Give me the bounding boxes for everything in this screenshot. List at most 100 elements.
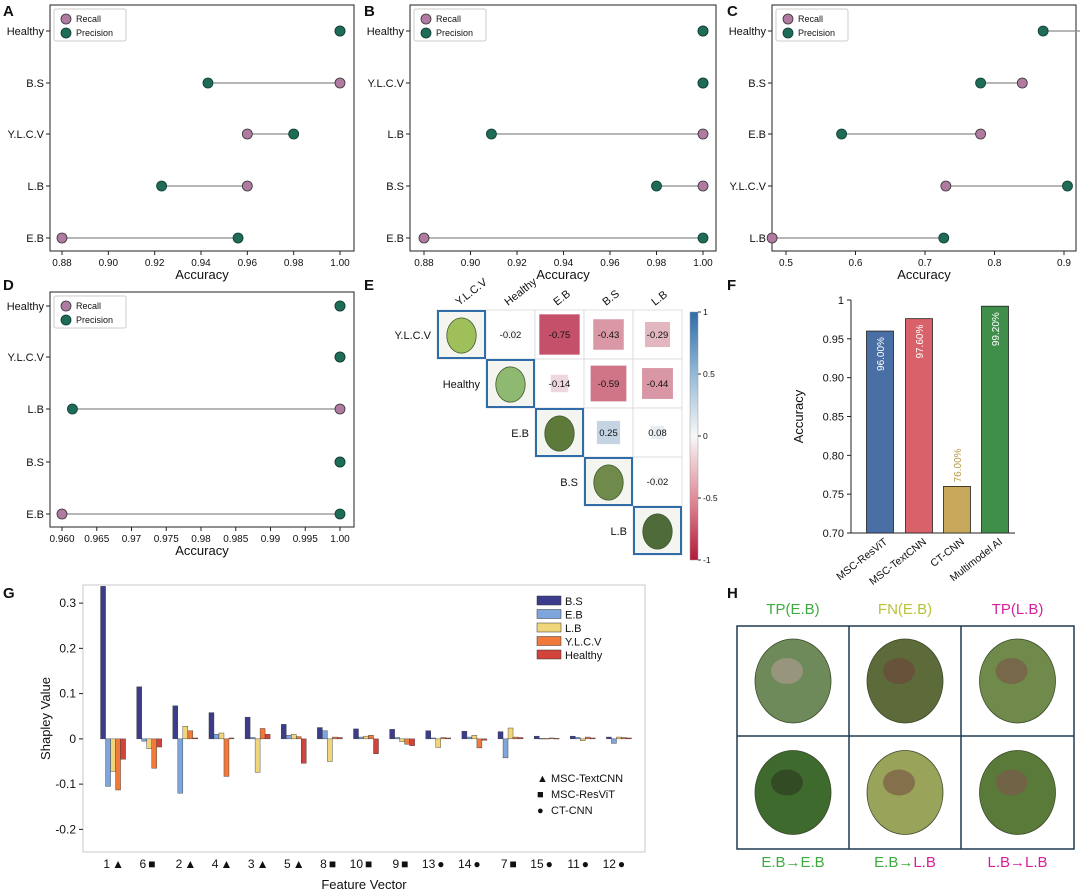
x-tick-label: 0.975 [154,534,179,545]
legend-label: E.B [565,610,583,622]
bar-lb [291,734,297,740]
x-tick-label: 0.96 [238,258,258,269]
y-tick-label: 0.2 [59,641,76,655]
bar-lb [507,727,514,740]
y-tick-label: 0.90 [823,373,844,385]
bar-lb [580,738,586,741]
recall-point [241,128,253,140]
x-tick-marker: ■ [401,857,408,871]
bar-healthy [264,734,271,740]
bar-ylcv [440,737,446,740]
recall-point [418,232,430,244]
panel-e-heatmap: Y.L.C.V Y.L.C.V Healthy Healthy E.B E.B B.S B.S… [395,276,718,565]
y-tick-label: 0.80 [823,450,844,462]
recall-point [241,180,253,192]
recall-point [56,232,68,244]
bar-ylcv [115,738,121,791]
bottom-label-a: E.B [761,854,785,871]
legend-recall-marker [420,13,432,25]
x-tick-label: 0.7 [918,258,932,269]
legend-recall-label: Recall [76,14,101,24]
x-tick-marker: ● [473,857,480,871]
precision-point [486,128,497,140]
panel-letter-c: C [727,3,738,20]
legend-label: Y.L.C.V [565,637,602,649]
bar-eb [286,735,292,740]
leaf-image [544,415,575,452]
recall-point [766,232,778,244]
bar-eb [213,734,220,740]
x-tick-label: 7 [501,857,508,871]
recall-point [975,128,986,140]
bottom-label: E.B→L.B [874,854,936,871]
x-tick-label: 1 [103,857,110,871]
x-tick-label: 0.99 [261,534,281,545]
y-tick-label: E.B [26,233,44,245]
bottom-label-b: E.B [801,854,825,871]
heatmap-cell [642,368,673,399]
recall-point [334,403,346,415]
y-tick-label: Y.L.C.V [8,129,45,141]
bar-healthy [373,738,379,754]
bar-lb [254,738,261,773]
bar [981,305,1009,534]
recall-point [940,180,952,192]
bar-eb [538,738,545,740]
heatmap-value: -0.44 [647,379,669,390]
y-tick-label: Y.L.C.V [730,181,767,193]
y-tick-label: L.B [27,181,44,193]
leaf-image [495,366,526,403]
x-tick-label: 0.9 [1057,258,1071,269]
bar-healthy [192,737,199,740]
colorbar-tick-label: 0 [703,431,708,441]
bar-healthy [626,737,632,740]
bar [943,485,971,534]
marker-legend-symbol: ■ [537,789,544,801]
bar-lb [616,736,622,740]
panel-f-bar-chart: 0.700.750.800.850.900.951Accuracy96.00%M… [791,295,1015,588]
bar-healthy [481,738,488,741]
bottom-label-a: E.B [874,854,898,871]
legend-swatch [536,609,562,619]
heatmap-value: -0.75 [549,330,571,341]
y-tick-label: 0 [69,732,76,746]
heatmap-cell [652,476,663,487]
y-tick-label: -0.2 [55,822,76,836]
marker-legend-symbol: ▲ [537,773,548,785]
bar-value-label: 76.00% [953,448,964,482]
bar-healthy [301,738,307,764]
heatmap-cell [593,319,624,350]
heatmap-cell [505,329,516,340]
x-tick-label: 0.96 [600,258,620,269]
y-tick-label: B.S [748,78,766,90]
bottom-label-a: L.B [987,854,1010,871]
recall-point [697,128,709,140]
x-tick-label: 0.985 [223,534,248,545]
bar-eb [394,737,400,740]
bar-bs [461,730,468,740]
top-label: FN(E.B) [878,601,932,618]
bar-healthy [156,738,162,748]
heatmap-value: -0.02 [647,477,669,488]
row-label: L.B [610,526,627,538]
y-tick-label: Y.L.C.V [8,352,45,364]
y-tick-label: L.B [27,404,44,416]
legend-box [53,8,127,42]
bar-ylcv [621,737,627,740]
column-label: B.S [600,288,621,308]
y-tick-label: 0.3 [59,596,76,610]
x-tick-marker: ■ [329,857,336,871]
recall-point [1016,77,1028,89]
heatmap-value: 0.25 [599,428,618,439]
bar-value-label: 99.20% [991,312,1002,346]
precision-point [651,180,662,192]
colorbar [689,311,699,561]
x-tick-label: 13 [422,857,436,871]
leaf-image [593,464,624,501]
x-tick-label: 0.88 [52,258,72,269]
heatmap-value: -0.43 [598,330,620,341]
bar-healthy [445,737,451,740]
bottom-label-b: L.B [1025,854,1048,871]
bar-bs [533,735,540,740]
